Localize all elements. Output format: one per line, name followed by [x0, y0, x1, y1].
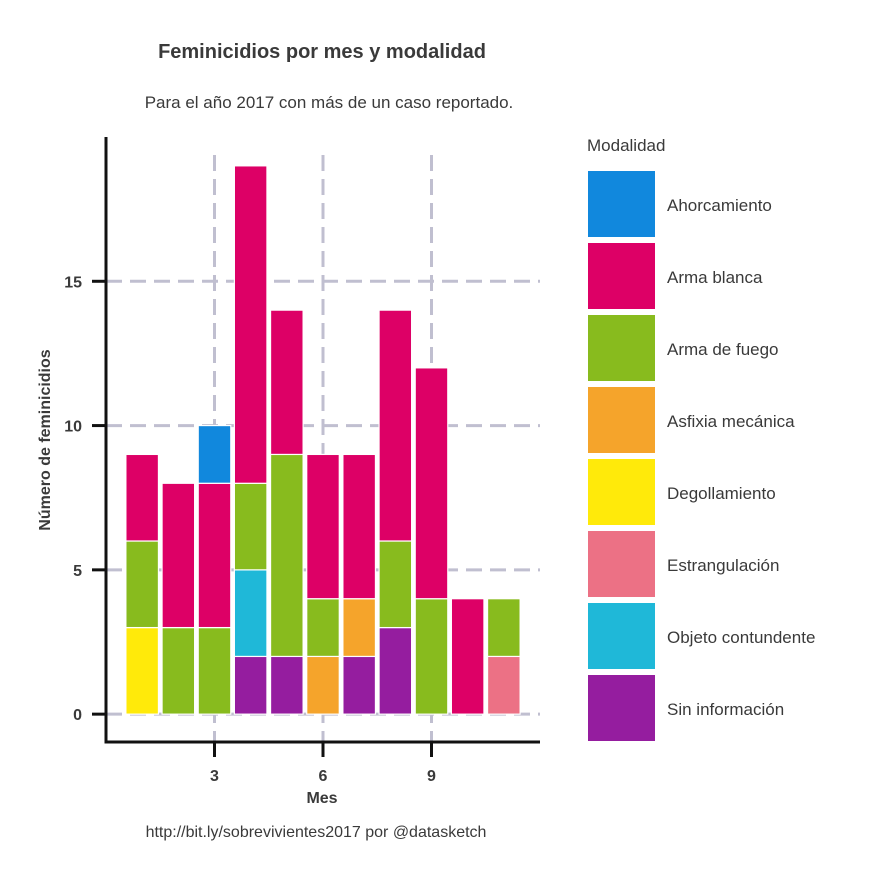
y-tick-label: 0 — [73, 707, 82, 724]
bar-segment — [269, 309, 304, 456]
bar-segment — [269, 453, 304, 658]
bar-segment — [378, 626, 413, 715]
bar-segment — [378, 540, 413, 629]
legend-swatch — [588, 531, 655, 597]
legend-title: Modalidad — [587, 136, 665, 155]
chart-title: Feminicidios por mes y modalidad — [158, 41, 486, 63]
bar-segment — [450, 598, 485, 715]
bar-segment — [342, 655, 377, 715]
y-tick-label: 5 — [73, 563, 82, 580]
legend-swatch — [588, 315, 655, 381]
ticks: 0 5 10 15 3 6 9 — [64, 274, 436, 785]
bar-segment — [233, 165, 268, 484]
x-tick-label: 6 — [319, 768, 328, 785]
legend-label: Estrangulación — [667, 556, 779, 575]
bar-segment — [233, 655, 268, 715]
bar-segment — [486, 598, 521, 658]
legend-label: Objeto contundente — [667, 628, 815, 647]
bar-segment — [306, 598, 340, 658]
bar-segment — [378, 309, 413, 542]
bar-segment — [342, 598, 377, 658]
bar-segment — [197, 626, 232, 715]
bars — [125, 165, 521, 715]
bar-segment — [161, 626, 196, 715]
x-tick-label: 3 — [210, 768, 219, 785]
chart-subtitle: Para el año 2017 con más de un caso repo… — [145, 93, 514, 112]
legend-swatch — [588, 243, 655, 309]
bar-segment — [161, 482, 196, 629]
legend-swatch — [588, 459, 655, 525]
bar-segment — [233, 482, 268, 571]
bar-segment — [233, 569, 268, 658]
bar-segment — [306, 655, 340, 715]
legend-label: Sin información — [667, 700, 784, 719]
y-tick-label: 10 — [64, 419, 82, 436]
bar-segment — [486, 655, 521, 715]
bar-segment — [197, 424, 232, 484]
x-tick-label: 9 — [427, 768, 436, 785]
legend: Ahorcamiento Arma blanca Arma de fuego Asfi… — [588, 171, 815, 741]
x-axis-title: Mes — [306, 790, 337, 807]
bar-segment — [197, 482, 232, 629]
legend-label: Arma blanca — [667, 268, 763, 287]
legend-swatch — [588, 675, 655, 741]
bar-segment — [269, 655, 304, 715]
y-tick-label: 15 — [64, 274, 82, 291]
legend-swatch — [588, 171, 655, 237]
bar-segment — [342, 453, 377, 600]
legend-label: Ahorcamiento — [667, 196, 772, 215]
legend-label: Asfixia mecánica — [667, 412, 795, 431]
legend-label: Degollamiento — [667, 484, 776, 503]
chart-caption: http://bit.ly/sobrevivientes2017 por @da… — [146, 824, 487, 841]
bar-segment — [125, 626, 160, 715]
legend-swatch — [588, 603, 655, 669]
bar-segment — [125, 453, 160, 542]
legend-swatch — [588, 387, 655, 453]
bar-segment — [306, 453, 340, 600]
bar-segment — [125, 540, 160, 629]
y-axis-title: Número de feminicidios — [37, 349, 54, 530]
legend-label: Arma de fuego — [667, 340, 779, 359]
bar-segment — [414, 598, 449, 715]
bar-segment — [414, 367, 449, 600]
